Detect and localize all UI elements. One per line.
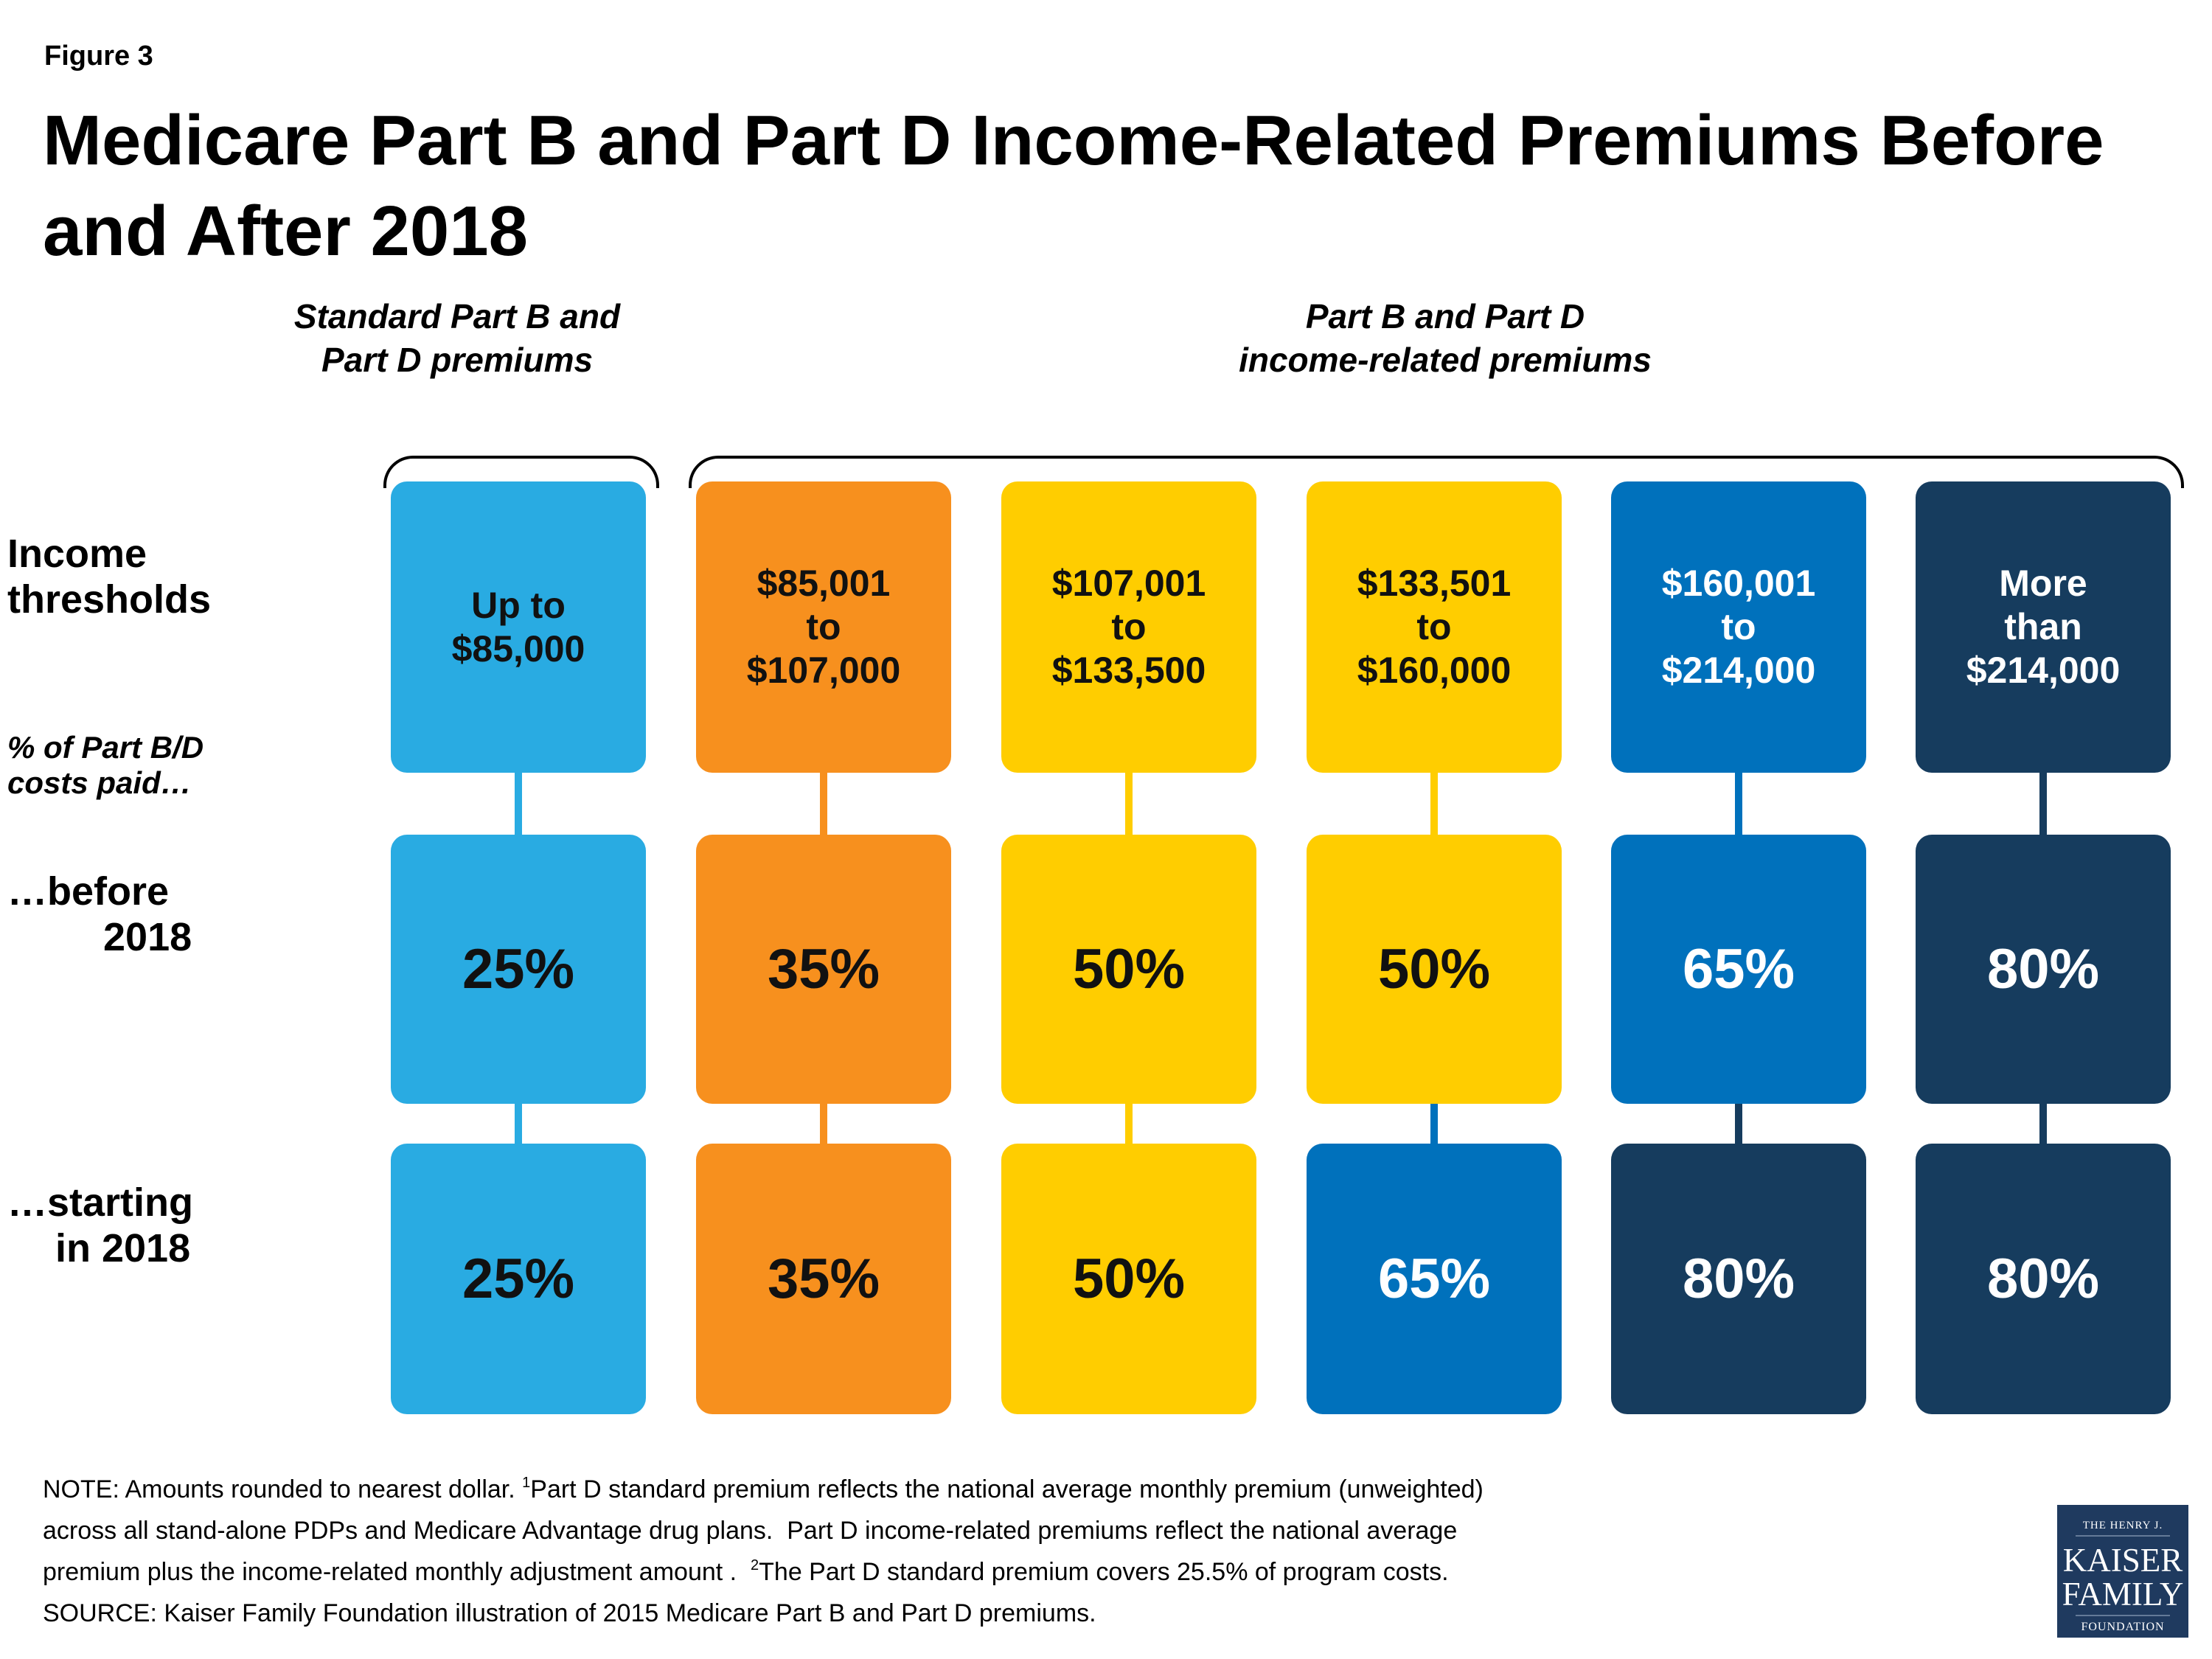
svg-text:FAMILY: FAMILY (2062, 1576, 2184, 1613)
svg-text:FOUNDATION: FOUNDATION (2081, 1621, 2164, 1633)
svg-text:KAISER: KAISER (2063, 1542, 2183, 1579)
svg-text:THE HENRY J.: THE HENRY J. (2083, 1520, 2163, 1531)
